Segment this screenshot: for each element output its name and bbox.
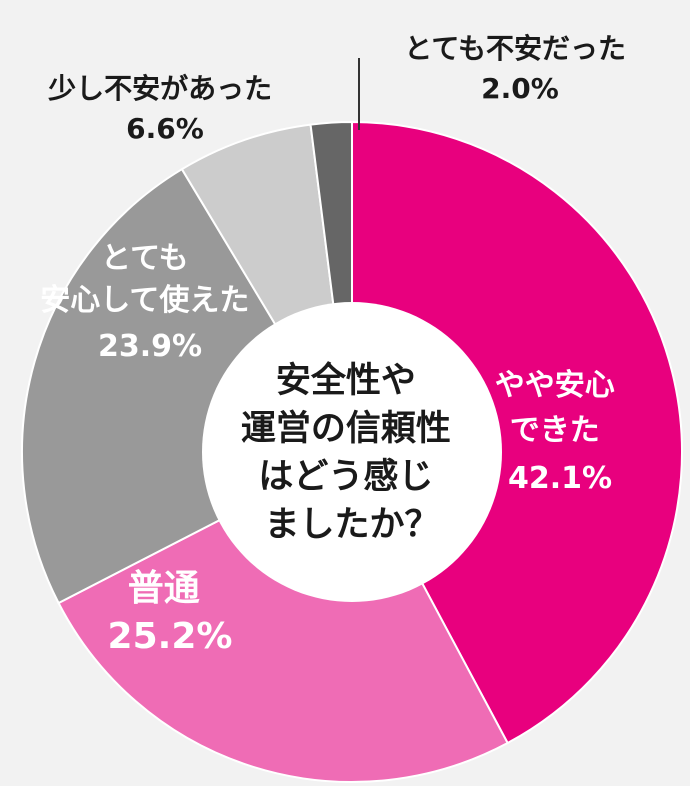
center-hole — [202, 302, 502, 602]
slice-yaya-anshin — [351, 120, 683, 745]
center-question: 安全性や 運営の信頼性 はどう感じ ましたか？ — [241, 360, 463, 545]
slice-label-yaya-anshin: やや安心 できた 42.1% — [495, 368, 625, 496]
slice-4-value: 6.6% — [126, 112, 204, 145]
center-line-4: ましたか？ — [264, 505, 439, 545]
slice-1-label-line-1: やや安心 — [495, 368, 615, 403]
slice-totemo-anshin — [21, 167, 354, 605]
slice-label-totemo-anshin: とても 安心して使えた 23.9% — [40, 241, 260, 364]
slice-5-value: 2.0% — [481, 72, 559, 105]
slice-3-label-line-2: 安心して使えた — [40, 283, 249, 318]
slice-2-value: 25.2% — [108, 616, 233, 657]
center-line-2: 運営の信頼性 — [241, 409, 451, 449]
slice-label-sukoshi-fuan: 少し不安があった 6.6% — [48, 72, 282, 145]
slice-label-futsu: 普通 25.2% — [108, 568, 233, 657]
slice-1-value: 42.1% — [508, 461, 612, 496]
slice-3-label-line-1: とても — [101, 241, 189, 276]
slice-1-label-line-2: できた — [510, 413, 600, 448]
center-line-1: 安全性や — [276, 360, 416, 401]
slice-5-label-line-1: とても不安だった — [404, 32, 626, 65]
slice-2-label-line-1: 普通 — [128, 568, 200, 609]
slice-3-value: 23.9% — [98, 329, 202, 364]
center-line-3: はどう感じ — [258, 457, 433, 497]
slice-label-totemo-fuan: とても不安だった 2.0% — [404, 32, 636, 105]
slice-4-label-line-1: 少し不安があった — [48, 72, 272, 105]
